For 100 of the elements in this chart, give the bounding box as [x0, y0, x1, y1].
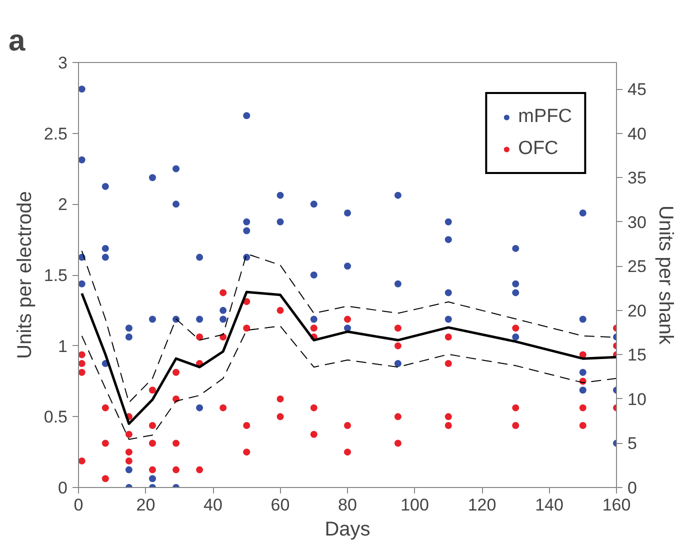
point: [512, 324, 520, 332]
point: [243, 112, 250, 120]
point: [394, 440, 402, 447]
x-tick-label: 140: [535, 496, 564, 514]
point: [125, 430, 132, 438]
point: [394, 342, 402, 350]
x-tick-label: 100: [400, 496, 429, 514]
x-tick-label: 80: [338, 496, 357, 514]
y2-tick-label: 20: [628, 301, 646, 320]
point: [512, 404, 520, 412]
point: [243, 227, 250, 234]
point: [125, 324, 132, 332]
point: [310, 316, 318, 323]
point: [172, 440, 180, 447]
point: [344, 262, 351, 270]
y-tick-label: 2.5: [44, 124, 68, 144]
point: [125, 333, 132, 340]
point: [102, 404, 109, 412]
point: [148, 174, 156, 182]
point: [444, 360, 452, 368]
x-tick-label: 160: [602, 496, 631, 514]
point: [444, 289, 452, 296]
y2-tick-label: 35: [628, 168, 646, 188]
point: [78, 360, 86, 368]
point: [394, 360, 402, 368]
point: [125, 466, 132, 474]
text: a: [8, 24, 26, 58]
point: [579, 404, 586, 412]
point: [78, 368, 86, 376]
point: [148, 422, 156, 430]
x-tick-label: 20: [136, 496, 156, 514]
point: [148, 316, 156, 323]
point: [444, 316, 452, 323]
point: [125, 448, 132, 456]
point: [78, 351, 86, 358]
point: [220, 306, 227, 314]
point: [344, 210, 351, 217]
y-tick-label: 1.5: [44, 266, 68, 285]
y2-tick-label: 45: [628, 80, 646, 100]
point: [78, 156, 86, 164]
point: [444, 236, 452, 244]
point: [243, 422, 250, 430]
y2-tick-label: 0: [628, 478, 637, 498]
point: [172, 466, 180, 474]
y-axis-title: Units per electrode: [14, 191, 36, 359]
point: [148, 386, 156, 394]
point: [310, 404, 318, 412]
legend-label: OFC: [518, 138, 558, 160]
point: [394, 280, 402, 288]
point: [172, 368, 180, 376]
point: [196, 316, 204, 323]
point: [102, 182, 109, 190]
point: [125, 457, 132, 464]
x-tick-label: 120: [468, 496, 496, 514]
point: [243, 448, 250, 456]
point: [102, 254, 109, 261]
point: [512, 289, 520, 296]
point: [579, 368, 586, 376]
y2-tick-label: 40: [628, 124, 646, 144]
point: [148, 440, 156, 447]
point: [102, 475, 109, 482]
point: [243, 324, 250, 332]
legend-label: mPFC: [518, 106, 572, 128]
point: [512, 244, 520, 252]
y2-axis-title: Units per shank: [654, 206, 676, 346]
point: [243, 218, 250, 226]
point: [276, 413, 284, 420]
point: [344, 422, 351, 430]
point: [196, 333, 204, 340]
y2-tick-label: 15: [628, 346, 646, 365]
point: [344, 448, 351, 456]
y2-tick-label: 30: [628, 212, 646, 232]
point: [220, 289, 227, 296]
point: [310, 272, 318, 278]
x-axis-title: Days: [324, 518, 370, 540]
point: [220, 316, 227, 323]
point: [102, 244, 109, 252]
y-tick-label: 0: [58, 478, 68, 498]
x-tick-label: 40: [204, 496, 222, 514]
point: [196, 466, 204, 474]
line-series: [81, 326, 616, 440]
point: [394, 324, 402, 332]
y2-tick-label: 5: [628, 434, 637, 454]
point: [444, 422, 452, 430]
point: [512, 333, 520, 340]
point: [78, 86, 86, 93]
point: [276, 218, 284, 226]
point: [78, 457, 86, 464]
point: [579, 316, 586, 323]
point: [196, 404, 204, 412]
point: [148, 466, 156, 474]
point: [394, 413, 402, 420]
point: [310, 200, 318, 208]
line-series: [80, 290, 616, 425]
point: [512, 280, 520, 288]
point: [444, 333, 452, 340]
x-tick-label: 0: [74, 496, 84, 514]
point: [579, 422, 586, 430]
y-tick-label: 0.5: [44, 408, 68, 427]
point: [310, 324, 318, 332]
